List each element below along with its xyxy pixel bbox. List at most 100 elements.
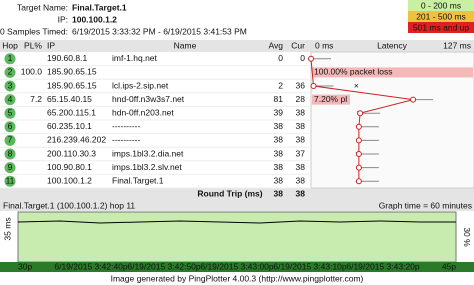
cell: 38 — [296, 135, 306, 145]
legend-label: 201 - 500 ms — [416, 11, 466, 21]
footer: Image generated by PingPlotter 4.00.3 (h… — [111, 273, 364, 283]
cell: 200.110.30.3 — [47, 148, 96, 158]
loss-note: 100.00% packet loss — [314, 67, 392, 77]
hop-badge — [4, 175, 16, 187]
avg-mark — [355, 164, 362, 171]
avg-mark — [355, 123, 362, 130]
timeline-axis-bar — [0, 262, 474, 272]
cell: 0 — [300, 53, 305, 63]
cell: 38 — [274, 175, 284, 185]
graph-min: 0 ms — [315, 40, 333, 50]
legend-swatch — [408, 22, 474, 33]
cell: 100.0 — [21, 67, 43, 77]
cell: 8 — [8, 148, 13, 158]
cell: hnd-0ff.n3w3s7.net — [112, 94, 185, 104]
x-label: 6/19/2015 3:42:40p — [54, 261, 128, 271]
graph-title: Final.Target.1 (100.100.1.2) hop 11 — [3, 200, 135, 210]
column-header: IP — [47, 40, 55, 50]
cell: 38 — [296, 175, 306, 185]
cell: ---------- — [112, 135, 140, 145]
hop-badge — [4, 121, 16, 133]
value: 100.100.1.2 — [72, 14, 117, 24]
x-label: 45p — [442, 261, 456, 271]
y-label: 35 ms — [2, 217, 12, 240]
avg-mark — [308, 55, 314, 62]
hop-badge — [4, 66, 16, 78]
avg-mark — [355, 137, 362, 144]
loss-bar — [312, 67, 473, 78]
column-header: Cur — [291, 40, 305, 50]
cell: 5 — [8, 107, 13, 117]
column-header: Avg — [269, 40, 284, 50]
cell: 38 — [296, 162, 306, 172]
cell: 216.239.46.202 — [47, 135, 106, 145]
cell: 81 — [274, 94, 284, 104]
cell: 11 — [6, 175, 15, 185]
graph-max: 127 ms — [443, 40, 471, 50]
cell: 2 — [8, 67, 13, 77]
value: Final.Target.1 — [72, 2, 127, 12]
cell: 36 — [296, 80, 306, 90]
cell: 38 — [274, 148, 284, 158]
cell: 185.90.65.15 — [47, 67, 97, 77]
cell: 6 — [8, 121, 13, 131]
cell: 38 — [274, 135, 284, 145]
column-header: Hop — [2, 40, 18, 50]
label: Target Name: — [17, 2, 68, 12]
avg-mark — [357, 110, 364, 117]
graph-title: Latency — [377, 40, 408, 50]
hop-badge — [4, 134, 16, 146]
x-label: 6/19/2015 3:43:10p — [273, 261, 347, 271]
cell: 38 — [274, 162, 284, 172]
cell: 7 — [8, 135, 13, 145]
graph-time: Graph time = 60 minutes — [379, 200, 472, 210]
cell: 38 — [296, 107, 306, 117]
cell: 100.100.1.2 — [47, 175, 92, 185]
legend-swatch — [408, 0, 474, 11]
hop-badge — [4, 107, 16, 119]
cell: 4 — [8, 94, 13, 104]
cell: ---------- — [112, 121, 140, 131]
avg-mark — [355, 151, 362, 157]
graph-title-bg — [0, 200, 474, 211]
x-label: 6/19/2015 3:42:50p — [127, 261, 201, 271]
cell: 38 — [296, 121, 306, 131]
hop-badge — [4, 53, 16, 65]
y2-label: 30 % — [462, 227, 472, 247]
round-trip-bg — [0, 188, 474, 200]
hop-badge — [4, 162, 16, 174]
cell: 0 — [278, 53, 283, 63]
timeline-area — [17, 211, 457, 263]
round-trip-avg: 38 — [274, 188, 284, 198]
legend-label: 501 ms and up — [413, 22, 470, 32]
cell: 7.2 — [30, 94, 42, 104]
cell: 3 — [8, 80, 13, 90]
label: 500 Samples Timed: — [0, 26, 68, 36]
cell: 190.60.8.1 — [47, 53, 87, 63]
x-label: 30p — [18, 261, 32, 271]
legend-label: 0 - 200 ms — [421, 0, 461, 10]
cell: 65.15.40.15 — [47, 94, 92, 104]
hop-badge — [4, 148, 16, 160]
cell: 1 — [8, 53, 13, 63]
avg-mark — [410, 96, 417, 103]
value: 6/19/2015 3:33:32 PM - 6/19/2015 3:41:53… — [72, 26, 247, 36]
x-label: 6/19/2015 3:43:00p — [200, 261, 274, 271]
legend-swatch — [408, 11, 474, 22]
timeline-trace — [17, 220, 456, 224]
pl-label-bg — [312, 94, 350, 105]
cell: hdn-0ff.n203.net — [112, 107, 174, 117]
cell: imf-1.hq.net — [112, 53, 158, 63]
round-trip-cur: 38 — [296, 188, 306, 198]
cell: 37 — [296, 148, 306, 158]
cell: imps.1bl3.2.dia.net — [112, 148, 184, 158]
cell: 60.235.10.1 — [47, 121, 92, 131]
cell: 65.200.115.1 — [47, 107, 96, 117]
cell: 38 — [274, 121, 284, 131]
hop-badge — [4, 80, 16, 92]
table-header-bg — [0, 40, 474, 52]
avg-mark — [355, 178, 362, 185]
hop-badge — [4, 94, 16, 106]
cell: 2 — [278, 80, 283, 90]
